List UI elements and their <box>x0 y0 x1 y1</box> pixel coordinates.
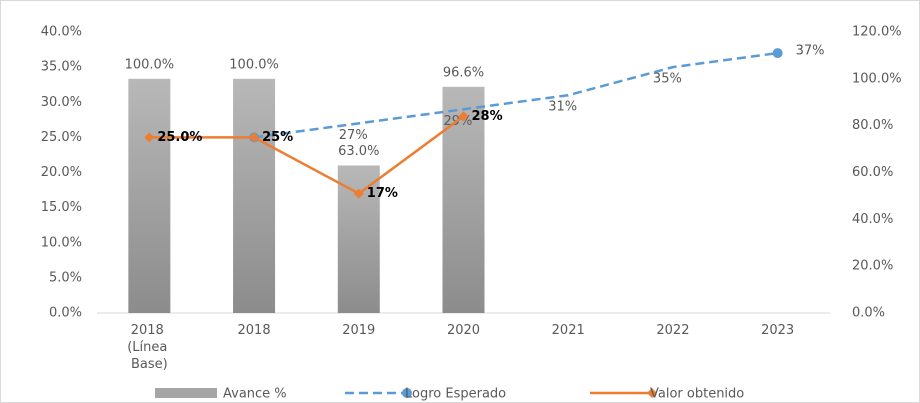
line-value-label: 37% <box>796 44 825 59</box>
bar-value-label: 100.0% <box>125 57 175 72</box>
legend-swatch <box>155 388 217 398</box>
x-tick-label: 2023 <box>761 323 794 338</box>
marker <box>353 188 364 199</box>
y-tick-label: 0.0% <box>49 306 82 321</box>
legend-label: Valor obtenido <box>650 387 744 402</box>
line-value-label: 17% <box>367 186 398 201</box>
legend-label: Logro Esperado <box>405 387 506 402</box>
legend-label: Avance % <box>223 387 287 402</box>
marker <box>458 111 469 122</box>
marker <box>144 132 155 143</box>
y2-tick-label: 40.0% <box>852 212 893 227</box>
marker <box>249 132 260 143</box>
y2-tick-label: 60.0% <box>852 165 893 180</box>
y2-tick-label: 20.0% <box>852 259 893 274</box>
x-tick-label: 2020 <box>447 323 480 338</box>
bar <box>128 78 171 313</box>
line-value-label: 27% <box>339 128 368 143</box>
legend-marker <box>647 388 657 398</box>
line-value-label: 31% <box>548 100 577 115</box>
line <box>253 51 778 139</box>
line-value-label: 25% <box>262 130 293 145</box>
y-tick-label: 25.0% <box>41 130 82 145</box>
bar-value-label: 100.0% <box>229 57 279 72</box>
y-tick-label: 5.0% <box>49 270 82 285</box>
x-tick-label: 2022 <box>656 323 689 338</box>
line <box>149 115 465 196</box>
bar <box>442 86 485 313</box>
y2-tick-label: 100.0% <box>852 71 902 86</box>
x-tick-label: 2021 <box>552 323 585 338</box>
bar-value-label: 63.0% <box>338 144 379 159</box>
marker <box>772 48 783 59</box>
y-tick-label: 30.0% <box>41 95 82 110</box>
y-tick-label: 40.0% <box>41 25 82 40</box>
y-tick-label: 35.0% <box>41 60 82 75</box>
x-tick-label: 2019 <box>342 323 375 338</box>
y2-tick-label: 0.0% <box>852 306 885 321</box>
y-tick-label: 20.0% <box>41 165 82 180</box>
y2-tick-label: 120.0% <box>852 25 902 40</box>
y2-tick-label: 80.0% <box>852 118 893 133</box>
x-tick-label: 2018 (Línea Base) <box>127 323 171 372</box>
line-value-label: 35% <box>653 72 682 87</box>
y-tick-label: 15.0% <box>41 200 82 215</box>
bar <box>233 78 276 313</box>
line-value-label: 28% <box>472 109 503 124</box>
x-tick-label: 2018 <box>238 323 271 338</box>
legend-marker <box>402 388 412 398</box>
y-tick-label: 10.0% <box>41 235 82 250</box>
line-value-label: 25.0% <box>157 130 202 145</box>
bar-value-label: 96.6% <box>443 65 484 80</box>
